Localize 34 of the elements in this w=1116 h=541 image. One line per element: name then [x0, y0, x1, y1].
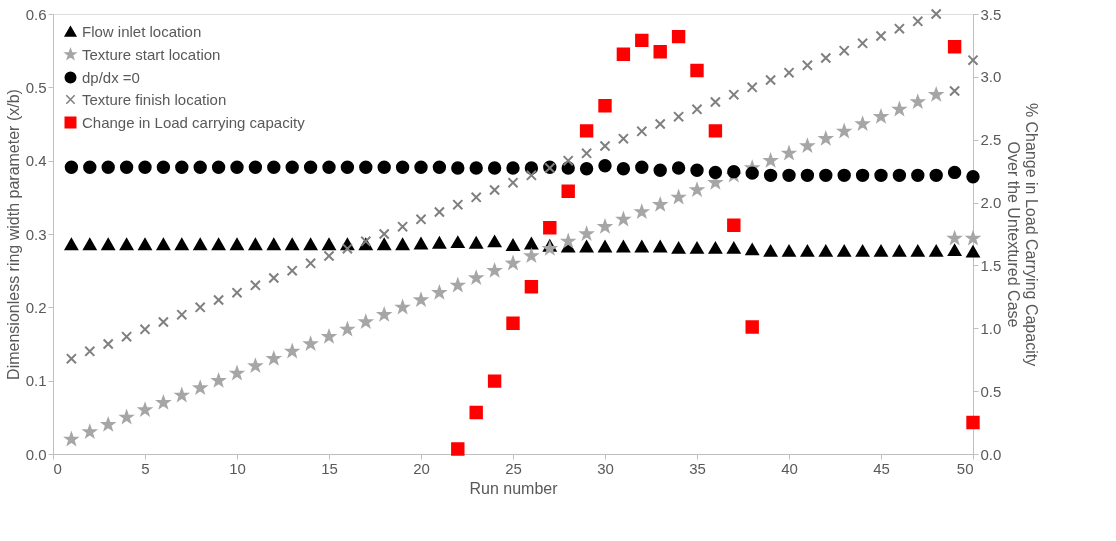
x-tick-label: 0 — [53, 459, 62, 477]
x-tick-label: 20 — [413, 459, 430, 477]
x-tick-label: 35 — [689, 459, 706, 477]
y-tick-label: 0.6 — [25, 5, 47, 23]
y2-tick-label: 2.5 — [980, 131, 1002, 149]
y-tick-label: 0.0 — [25, 445, 47, 463]
y2-axis-title: % Change in Load Carrying Capacity Over the Untextured Case — [1005, 102, 1041, 367]
x-tick-label: 15 — [321, 459, 338, 477]
legend-label: Change in Load carrying capacity — [82, 113, 306, 131]
y-axis-title: Dimensionless ring width parameter (x/b) — [4, 89, 22, 380]
x-tick-label: 10 — [229, 459, 246, 477]
legend-label: Flow inlet location — [82, 22, 202, 40]
y-tick-label: 0.5 — [25, 78, 47, 96]
legend-label: Texture start location — [82, 45, 221, 63]
legend-label: Texture finish location — [82, 90, 227, 108]
y2-tick-label: 1.0 — [980, 319, 1002, 337]
x-tick-label: 50 — [956, 459, 974, 477]
y-tick-label: 0.4 — [25, 152, 47, 170]
legend-label: dp/dx =0 — [82, 68, 140, 86]
y2-tick-label: 0.0 — [980, 445, 1002, 463]
x-axis-title: Run number — [469, 479, 559, 497]
x-tick-label: 45 — [873, 459, 890, 477]
y2-tick-label: 3.5 — [980, 5, 1002, 23]
y-tick-label: 0.2 — [25, 298, 47, 316]
y2-tick-label: 1.5 — [980, 256, 1002, 274]
x-tick-label: 40 — [781, 459, 798, 477]
x-tick-label: 25 — [505, 459, 522, 477]
x-tick-label: 30 — [597, 459, 614, 477]
y2-tick-label: 3.0 — [980, 68, 1002, 86]
y-tick-label: 0.3 — [25, 225, 47, 243]
x-tick-label: 5 — [141, 459, 150, 477]
y2-tick-label: 0.5 — [980, 382, 1002, 400]
y2-tick-label: 2.0 — [980, 194, 1002, 212]
y-tick-label: 0.1 — [25, 372, 47, 390]
